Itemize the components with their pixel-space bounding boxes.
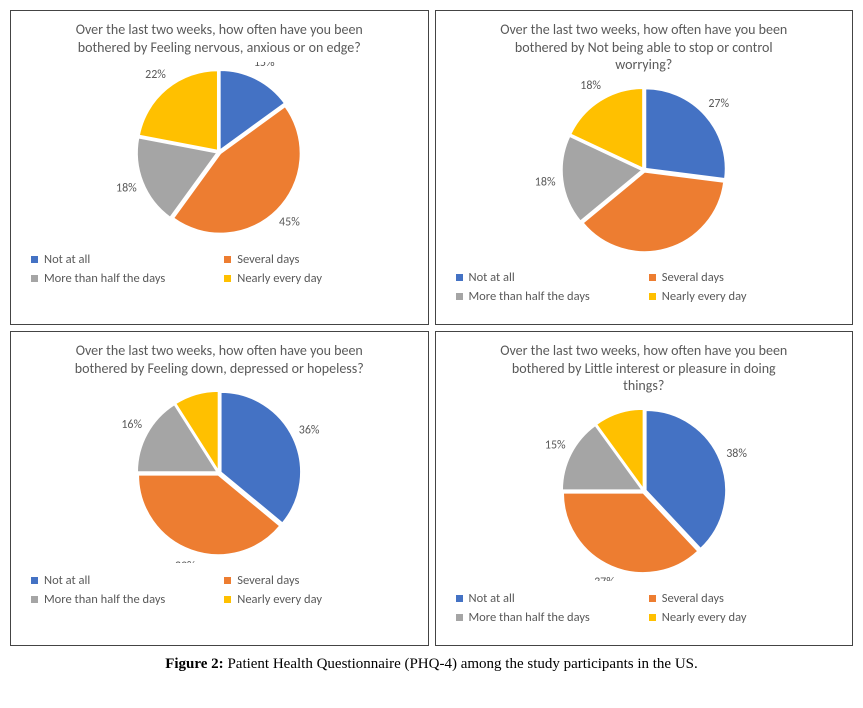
legend-swatch xyxy=(31,275,38,282)
legend-item: Not at all xyxy=(456,270,639,285)
legend-item: Not at all xyxy=(31,252,214,267)
legend-label: Not at all xyxy=(44,573,90,588)
legend-swatch xyxy=(224,577,231,584)
legend-item: More than half the days xyxy=(31,592,214,607)
legend-label: Nearly every day xyxy=(237,271,322,286)
legend-item: Nearly every day xyxy=(649,610,832,625)
pie-container: 38% 37% 15% 10% xyxy=(450,401,839,581)
chart-title: Over the last two weeks, how often have … xyxy=(69,21,369,56)
legend-item: Not at all xyxy=(31,573,214,588)
chart-title: Over the last two weeks, how often have … xyxy=(494,342,794,395)
slice-label: 15% xyxy=(254,62,275,70)
legend-label: Not at all xyxy=(44,252,90,267)
legend-item: More than half the days xyxy=(31,271,214,286)
legend-swatch xyxy=(649,614,656,621)
legend-swatch xyxy=(31,256,38,263)
chart-title: Over the last two weeks, how often have … xyxy=(69,342,369,377)
legend-swatch xyxy=(224,596,231,603)
slice-label: 45% xyxy=(279,215,300,229)
legend-label: More than half the days xyxy=(44,271,165,286)
slice-label: 37% xyxy=(661,258,682,259)
chart-panel-1: Over the last two weeks, how often have … xyxy=(435,10,854,325)
caption-text: Patient Health Questionnaire (PHQ-4) amo… xyxy=(224,656,698,672)
legend-label: More than half the days xyxy=(469,610,590,625)
pie-chart: 15% 45% 18% 22% xyxy=(99,62,339,242)
pie-container: 27% 37% 18% 18% xyxy=(450,80,839,260)
legend-item: Several days xyxy=(649,270,832,285)
slice-label: 36% xyxy=(299,423,320,437)
slice-label: 10% xyxy=(603,401,624,403)
legend-swatch xyxy=(224,275,231,282)
legend: Not at all Several days More than half the… xyxy=(450,591,839,627)
slice-label: 22% xyxy=(145,68,166,82)
legend-item: More than half the days xyxy=(456,289,639,304)
pie-chart: 36% 39% 16% 9% xyxy=(99,383,339,563)
legend-item: Nearly every day xyxy=(224,592,407,607)
legend-item: Several days xyxy=(649,591,832,606)
legend-item: Several days xyxy=(224,573,407,588)
legend-label: More than half the days xyxy=(44,592,165,607)
chart-panel-3: Over the last two weeks, how often have … xyxy=(435,331,854,646)
pie-slice xyxy=(139,70,218,150)
legend-swatch xyxy=(224,256,231,263)
legend-swatch xyxy=(456,614,463,621)
legend-swatch xyxy=(649,293,656,300)
legend: Not at all Several days More than half the… xyxy=(25,573,414,609)
legend-swatch xyxy=(456,293,463,300)
slice-label: 16% xyxy=(122,418,143,432)
slice-label: 38% xyxy=(726,447,747,461)
chart-panel-2: Over the last two weeks, how often have … xyxy=(10,331,429,646)
slice-label: 39% xyxy=(175,560,196,563)
slice-label: 18% xyxy=(580,80,601,93)
slice-label: 18% xyxy=(535,175,556,189)
legend-label: Several days xyxy=(662,270,724,285)
pie-container: 36% 39% 16% 9% xyxy=(25,383,414,563)
slice-label: 18% xyxy=(116,182,137,196)
caption-prefix: Figure 2: xyxy=(165,656,223,672)
legend-label: Not at all xyxy=(469,591,515,606)
legend-label: Several days xyxy=(662,591,724,606)
legend: Not at all Several days More than half the… xyxy=(450,270,839,306)
legend: Not at all Several days More than half the… xyxy=(25,252,414,288)
chart-title: Over the last two weeks, how often have … xyxy=(494,21,794,74)
legend-label: Nearly every day xyxy=(237,592,322,607)
legend-label: Several days xyxy=(237,252,299,267)
legend-label: Nearly every day xyxy=(662,289,747,304)
figure-caption: Figure 2: Patient Health Questionnaire (… xyxy=(10,656,853,673)
slice-label: 27% xyxy=(708,96,729,110)
legend-swatch xyxy=(456,595,463,602)
chart-panel-0: Over the last two weeks, how often have … xyxy=(10,10,429,325)
legend-label: Nearly every day xyxy=(662,610,747,625)
legend-item: Not at all xyxy=(456,591,639,606)
legend-label: More than half the days xyxy=(469,289,590,304)
pie-chart: 27% 37% 18% 18% xyxy=(524,80,764,260)
slice-label: 15% xyxy=(545,438,566,452)
chart-grid: Over the last two weeks, how often have … xyxy=(10,10,853,646)
legend-item: Nearly every day xyxy=(224,271,407,286)
legend-item: Nearly every day xyxy=(649,289,832,304)
legend-item: More than half the days xyxy=(456,610,639,625)
slice-label: 9% xyxy=(184,383,199,384)
legend-swatch xyxy=(31,577,38,584)
legend-swatch xyxy=(456,274,463,281)
pie-container: 15% 45% 18% 22% xyxy=(25,62,414,242)
legend-swatch xyxy=(31,596,38,603)
slice-label: 37% xyxy=(594,575,615,581)
legend-swatch xyxy=(649,595,656,602)
legend-item: Several days xyxy=(224,252,407,267)
legend-label: Not at all xyxy=(469,270,515,285)
legend-swatch xyxy=(649,274,656,281)
legend-label: Several days xyxy=(237,573,299,588)
pie-chart: 38% 37% 15% 10% xyxy=(524,401,764,581)
